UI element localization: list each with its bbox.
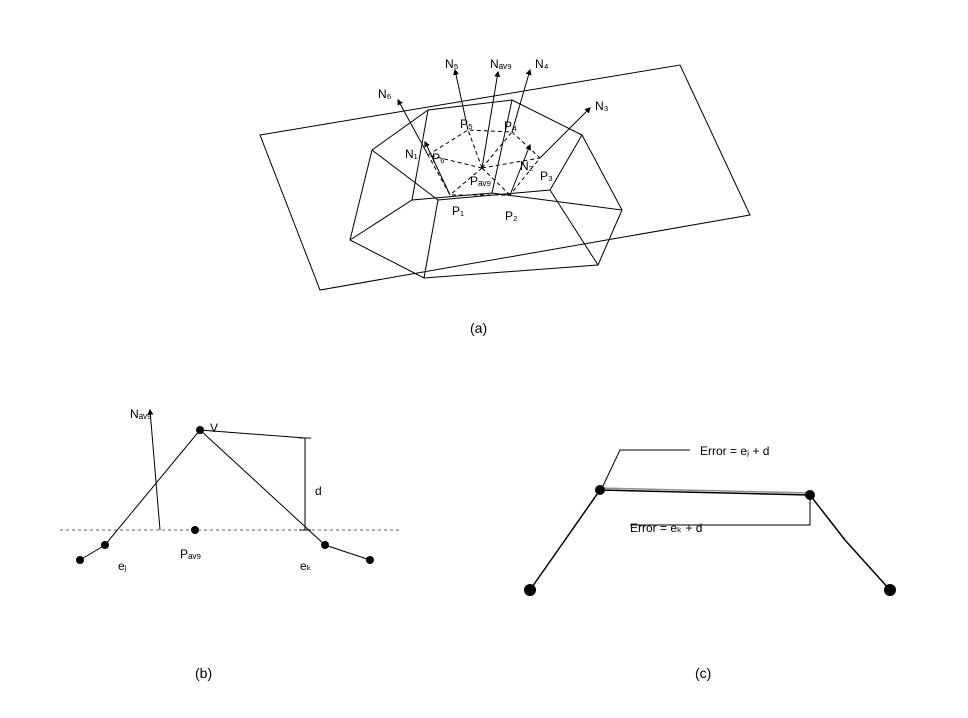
caption-a: (a) <box>470 320 487 336</box>
label-N3: N₄ <box>535 58 549 70</box>
label-N4: N₃ <box>595 100 609 112</box>
label-P0: P₅ <box>460 118 473 130</box>
diagram-canvas: (a) (b) (c) N₆ N₅ N₄ N₃ N₂ N₁ Nₐᵥ₉ P₅ P₄ P₆ P₃ P₁ P₂… <box>0 0 968 718</box>
label-error-ej: Error = eⱼ + d <box>700 445 769 457</box>
label-P6: Pₐᵥ₉ <box>470 175 491 187</box>
diagram-svg <box>0 0 968 718</box>
label-navg-b: Nₐᵥ₉ <box>130 408 152 420</box>
caption-c: (c) <box>695 665 711 681</box>
label-v: V <box>210 422 218 434</box>
label-P4: P₁ <box>452 205 464 217</box>
label-Navg-a: Nₐᵥ₉ <box>490 58 512 70</box>
label-d: d <box>315 485 322 497</box>
label-ek: eₖ <box>300 560 312 572</box>
label-ej: eⱼ <box>118 560 127 572</box>
label-N6: N₁ <box>405 148 418 160</box>
label-P3: P₃ <box>540 170 553 182</box>
label-P2: P₆ <box>432 152 445 164</box>
caption-b: (b) <box>195 665 212 681</box>
panel-c-geometry <box>524 450 896 596</box>
label-N2: N₅ <box>445 58 459 70</box>
label-N1: N₆ <box>378 88 392 100</box>
label-P1: P₄ <box>504 120 517 132</box>
panel-a-geometry <box>260 65 750 290</box>
label-error-ek: Error = eₖ + d <box>630 522 702 534</box>
label-pavg-b: Pₐᵥ₉ <box>180 548 201 560</box>
label-P5: P₂ <box>505 210 518 222</box>
label-N5: N₂ <box>520 160 533 172</box>
panel-b-geometry <box>60 410 400 564</box>
